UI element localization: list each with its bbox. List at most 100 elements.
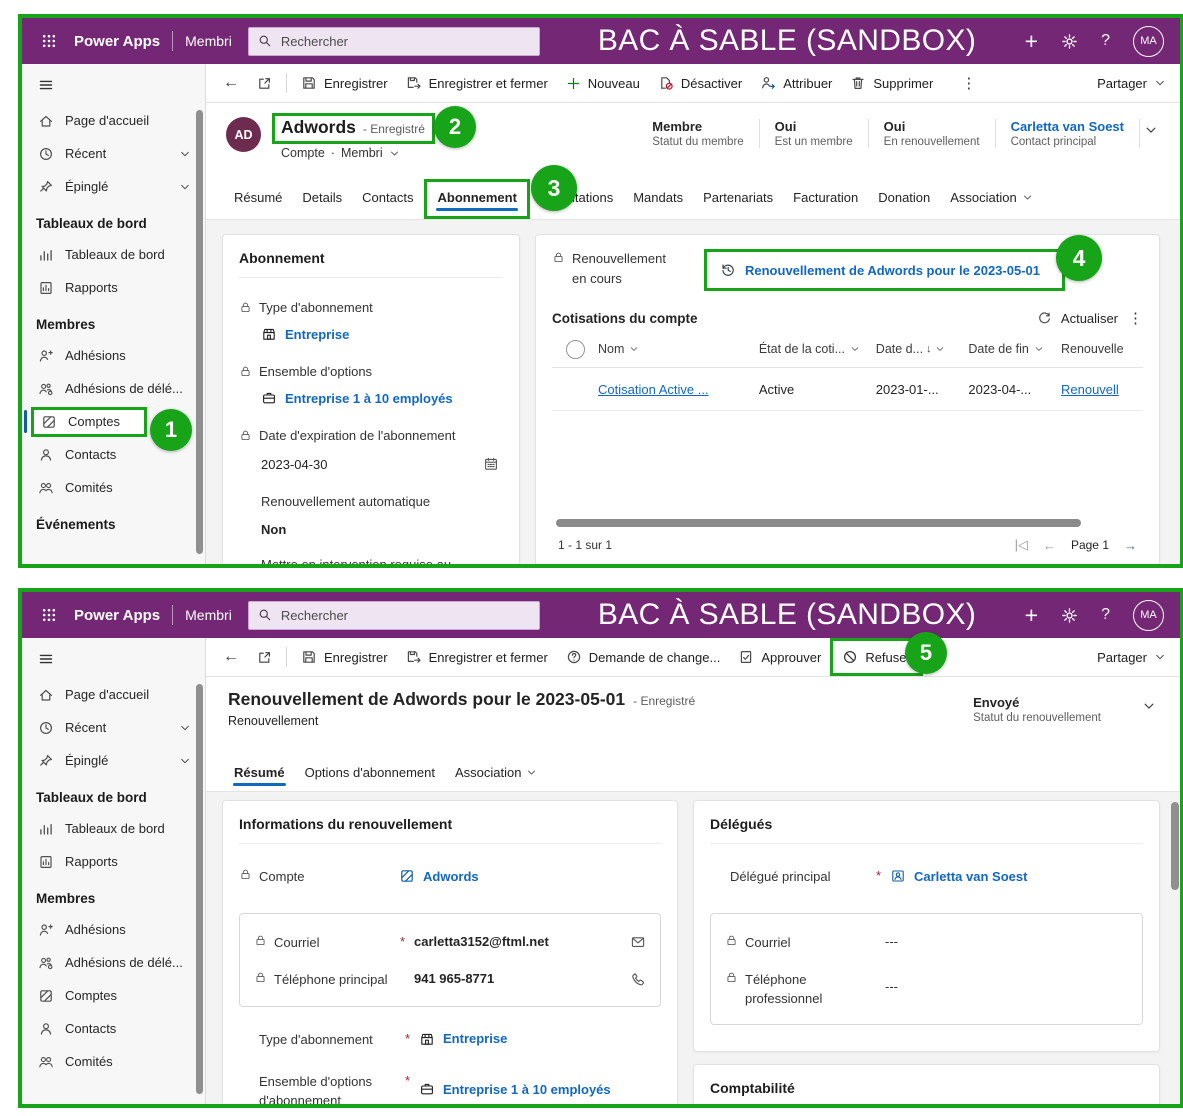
sidebar-item-accounts[interactable]: Comptes bbox=[22, 979, 205, 1012]
chevron-down-icon[interactable] bbox=[179, 181, 191, 193]
share-button[interactable]: Partager bbox=[1085, 650, 1166, 665]
sidebar-item-delegate-memberships[interactable]: Adhésions de délé... bbox=[22, 946, 205, 979]
tab-resume[interactable]: Résumé bbox=[234, 190, 283, 205]
tab-resume[interactable]: Résumé bbox=[224, 757, 295, 791]
save-close-button[interactable]: Enregistrer et fermer bbox=[397, 69, 557, 97]
waffle-icon[interactable] bbox=[34, 33, 64, 49]
chevron-down-icon[interactable] bbox=[1142, 699, 1156, 713]
row-name-link[interactable]: Cotisation Active ... bbox=[598, 381, 709, 397]
tab-options-abonnement[interactable]: Options d'abonnement bbox=[304, 765, 435, 780]
new-plus-icon[interactable]: + bbox=[1024, 601, 1039, 628]
column-date-fin[interactable]: Date de fin bbox=[968, 342, 1061, 356]
approve-button[interactable]: Approuver bbox=[729, 643, 830, 671]
deactivate-button[interactable]: Désactiver bbox=[649, 69, 751, 97]
new-plus-icon[interactable]: + bbox=[1024, 27, 1039, 54]
sidebar-item-dashboards[interactable]: Tableaux de bord bbox=[22, 238, 205, 271]
save-button[interactable]: Enregistrer bbox=[292, 643, 397, 671]
content-scrollbar[interactable] bbox=[1171, 802, 1179, 890]
next-page-icon[interactable]: → bbox=[1124, 537, 1137, 553]
header-search[interactable] bbox=[247, 600, 540, 630]
sidebar-item-reports[interactable]: Rapports bbox=[22, 845, 205, 878]
sidebar-item-contacts[interactable]: Contacts bbox=[22, 1012, 205, 1045]
tab-facturation[interactable]: Facturation bbox=[793, 190, 859, 205]
renewal-link[interactable]: Renouvellement de Adwords pour le 2023-0… bbox=[745, 262, 1040, 278]
phone-icon[interactable] bbox=[620, 971, 646, 987]
delete-button[interactable]: Supprimer bbox=[841, 69, 942, 97]
row-renew-link[interactable]: Renouvell bbox=[1060, 381, 1119, 397]
chevron-down-icon[interactable] bbox=[389, 148, 400, 159]
sidebar-item-memberships[interactable]: Adhésions bbox=[22, 339, 205, 372]
column-renouveler[interactable]: Renouvelle bbox=[1060, 342, 1124, 356]
sidebar-item-recent[interactable]: Récent bbox=[22, 711, 205, 744]
header-search[interactable] bbox=[247, 26, 540, 56]
assign-button[interactable]: Attribuer bbox=[751, 69, 841, 97]
sidebar-item-delegate-memberships[interactable]: Adhésions de délé... bbox=[22, 372, 205, 405]
more-vertical-icon[interactable]: ⋮ bbox=[961, 75, 977, 92]
sidebar-item-recent[interactable]: Récent bbox=[22, 137, 205, 170]
more-vertical-icon[interactable]: ⋮ bbox=[1128, 310, 1143, 327]
sidebar-item-pinned[interactable]: Épinglé bbox=[22, 170, 205, 203]
share-button[interactable]: Partager bbox=[1085, 76, 1166, 91]
tab-contacts[interactable]: Contacts bbox=[362, 190, 414, 205]
hamburger-icon[interactable] bbox=[22, 640, 205, 678]
refresh-button[interactable]: Actualiser bbox=[1037, 311, 1118, 326]
tab-abonnement[interactable]: Abonnement bbox=[427, 182, 526, 216]
sidebar-item-contacts[interactable]: Contacts bbox=[22, 438, 205, 471]
help-icon[interactable]: ? bbox=[1101, 32, 1110, 49]
brand-powerapps[interactable]: Power Apps bbox=[74, 32, 161, 50]
search-input[interactable] bbox=[278, 606, 530, 624]
sidebar-scrollbar[interactable] bbox=[196, 110, 203, 554]
back-button[interactable]: ← bbox=[223, 74, 239, 91]
prev-page-icon[interactable]: ← bbox=[1042, 537, 1056, 553]
command-separator bbox=[286, 647, 287, 667]
popout-icon[interactable] bbox=[248, 69, 281, 97]
avatar[interactable]: MA bbox=[1133, 599, 1164, 631]
hamburger-icon[interactable] bbox=[22, 66, 205, 104]
horizontal-scrollbar[interactable] bbox=[556, 519, 1081, 527]
column-date-debut[interactable]: Date d... ↓ bbox=[876, 342, 969, 356]
column-etat[interactable]: État de la coti... bbox=[759, 342, 876, 356]
save-button[interactable]: Enregistrer bbox=[292, 69, 397, 97]
chevron-down-icon[interactable] bbox=[179, 148, 191, 160]
save-close-button[interactable]: Enregistrer et fermer bbox=[397, 643, 557, 671]
sidebar-item-home[interactable]: Page d'accueil bbox=[22, 104, 205, 137]
table-row[interactable]: Cotisation Active ... Active 2023-01-...… bbox=[552, 368, 1143, 411]
sidebar-item-accounts[interactable]: Comptes bbox=[22, 405, 205, 438]
tab-mandats[interactable]: Mandats bbox=[633, 190, 684, 205]
first-page-icon[interactable]: |◁ bbox=[1014, 537, 1028, 552]
sidebar-scrollbar[interactable] bbox=[196, 684, 203, 1094]
help-icon[interactable]: ? bbox=[1101, 606, 1110, 623]
settings-gear-icon[interactable] bbox=[1061, 607, 1078, 624]
sidebar-item-committees[interactable]: Comités bbox=[22, 1045, 205, 1078]
tab-association[interactable]: Association bbox=[940, 182, 1042, 216]
calendar-icon[interactable] bbox=[483, 456, 499, 472]
waffle-icon[interactable] bbox=[34, 607, 64, 623]
app-name[interactable]: Membri bbox=[185, 607, 232, 623]
change-request-button[interactable]: Demande de change... bbox=[557, 643, 730, 671]
chevron-down-icon[interactable] bbox=[179, 722, 191, 734]
sidebar-item-reports[interactable]: Rapports bbox=[22, 271, 205, 304]
sidebar-item-home[interactable]: Page d'accueil bbox=[22, 678, 205, 711]
tab-donation[interactable]: Donation bbox=[878, 190, 931, 205]
new-button[interactable]: Nouveau bbox=[557, 69, 649, 97]
sidebar-item-memberships[interactable]: Adhésions bbox=[22, 913, 205, 946]
sidebar-item-committees[interactable]: Comités bbox=[22, 471, 205, 504]
chevron-down-icon[interactable] bbox=[1144, 123, 1158, 137]
settings-gear-icon[interactable] bbox=[1061, 33, 1078, 50]
mail-icon[interactable] bbox=[620, 934, 646, 950]
avatar[interactable]: MA bbox=[1133, 25, 1164, 57]
tab-details[interactable]: Details bbox=[302, 190, 343, 205]
chevron-down-icon[interactable] bbox=[179, 755, 191, 767]
sidebar-item-pinned[interactable]: Épinglé bbox=[22, 744, 205, 777]
tab-association[interactable]: Association bbox=[445, 757, 547, 791]
select-all-circle[interactable] bbox=[565, 339, 585, 359]
brand-powerapps[interactable]: Power Apps bbox=[74, 606, 161, 624]
subgrid-title: Cotisations du compte bbox=[552, 310, 698, 326]
app-name[interactable]: Membri bbox=[185, 33, 232, 49]
popout-icon[interactable] bbox=[248, 643, 281, 671]
tab-partenariats[interactable]: Partenariats bbox=[703, 190, 774, 205]
sidebar-item-dashboards[interactable]: Tableaux de bord bbox=[22, 812, 205, 845]
search-input[interactable] bbox=[278, 32, 530, 50]
back-button[interactable]: ← bbox=[223, 648, 239, 665]
column-nom[interactable]: Nom bbox=[598, 342, 759, 356]
